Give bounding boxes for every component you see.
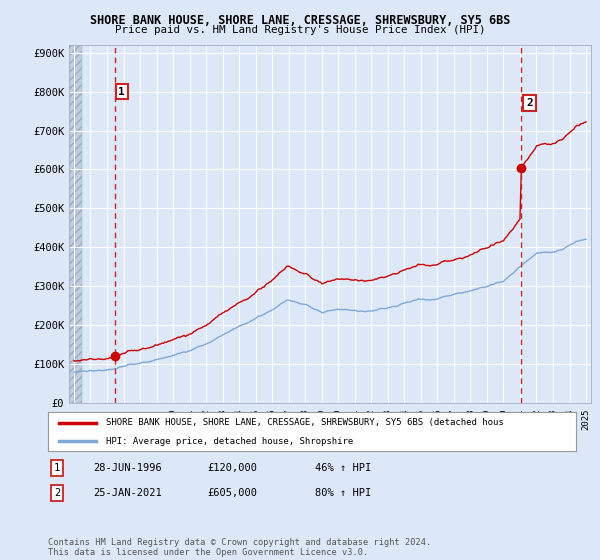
Text: SHORE BANK HOUSE, SHORE LANE, CRESSAGE, SHREWSBURY, SY5 6BS: SHORE BANK HOUSE, SHORE LANE, CRESSAGE, … xyxy=(90,14,510,27)
Text: 2: 2 xyxy=(54,488,60,498)
Text: SHORE BANK HOUSE, SHORE LANE, CRESSAGE, SHREWSBURY, SY5 6BS (detached hous: SHORE BANK HOUSE, SHORE LANE, CRESSAGE, … xyxy=(106,418,504,427)
Text: Contains HM Land Registry data © Crown copyright and database right 2024.
This d: Contains HM Land Registry data © Crown c… xyxy=(48,538,431,557)
Text: £120,000: £120,000 xyxy=(207,463,257,473)
Text: Price paid vs. HM Land Registry's House Price Index (HPI): Price paid vs. HM Land Registry's House … xyxy=(115,25,485,35)
Text: 80% ↑ HPI: 80% ↑ HPI xyxy=(315,488,371,498)
Text: 28-JUN-1996: 28-JUN-1996 xyxy=(93,463,162,473)
Bar xyxy=(69,45,82,403)
Text: £605,000: £605,000 xyxy=(207,488,257,498)
Text: 1: 1 xyxy=(118,87,125,96)
Text: 2: 2 xyxy=(526,98,533,108)
Text: 46% ↑ HPI: 46% ↑ HPI xyxy=(315,463,371,473)
Text: HPI: Average price, detached house, Shropshire: HPI: Average price, detached house, Shro… xyxy=(106,436,353,446)
Text: 1: 1 xyxy=(54,463,60,473)
Text: 25-JAN-2021: 25-JAN-2021 xyxy=(93,488,162,498)
